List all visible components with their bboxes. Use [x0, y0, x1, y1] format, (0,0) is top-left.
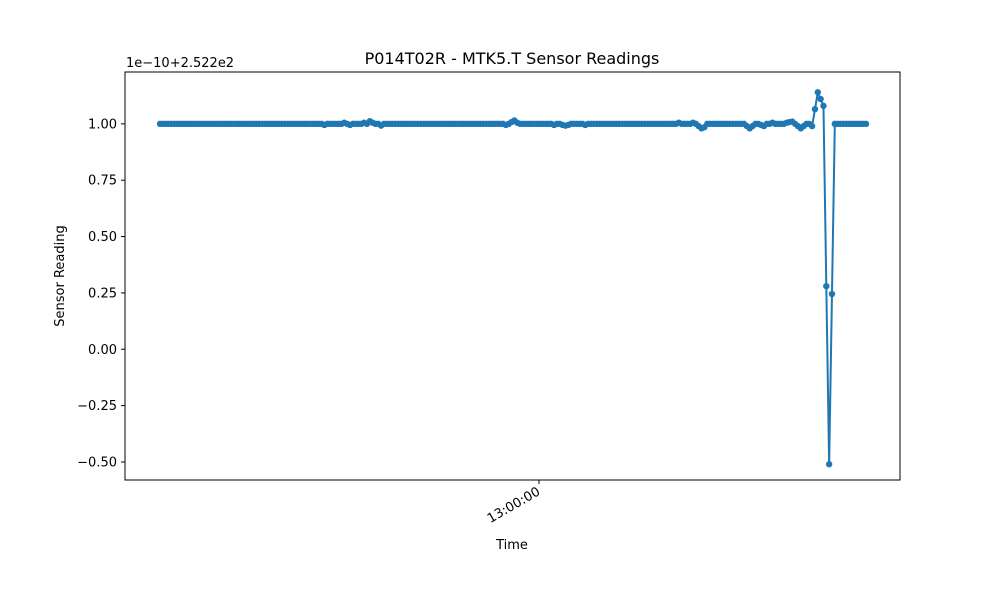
y-tick-label: 0.25 [88, 286, 117, 301]
x-tick-label: 13:00:00 [485, 484, 543, 526]
data-point [817, 95, 824, 103]
data-point [811, 105, 819, 113]
data-point [814, 89, 821, 96]
y-tick-label: 1.00 [88, 117, 117, 132]
y-offset-label: 1e−10+2.522e2 [126, 56, 234, 71]
y-tick-label: 0.50 [88, 230, 117, 245]
data-point [828, 290, 836, 298]
series-markers [156, 89, 870, 468]
data-point [820, 102, 827, 110]
y-tick-label: 0.75 [88, 174, 117, 189]
data-point [808, 122, 816, 130]
y-tick-label: −0.50 [77, 455, 117, 470]
y-axis-label: Sensor Reading [53, 225, 68, 326]
series-line [160, 88, 866, 465]
x-axis-ticks: 13:00:00 [485, 480, 543, 527]
plot-area [156, 88, 870, 468]
data-point [862, 120, 870, 128]
y-axis-ticks: −0.50 −0.25 0.00 0.25 0.50 0.75 1.00 [77, 117, 125, 470]
y-tick-label: 0.00 [88, 343, 117, 358]
plot-frame [124, 71, 901, 481]
data-point [823, 282, 830, 290]
chart-title: P014T02R - MTK5.T Sensor Readings [365, 49, 660, 68]
y-tick-label: −0.25 [77, 399, 117, 414]
data-point [825, 461, 833, 468]
x-axis-label: Time [495, 538, 528, 553]
